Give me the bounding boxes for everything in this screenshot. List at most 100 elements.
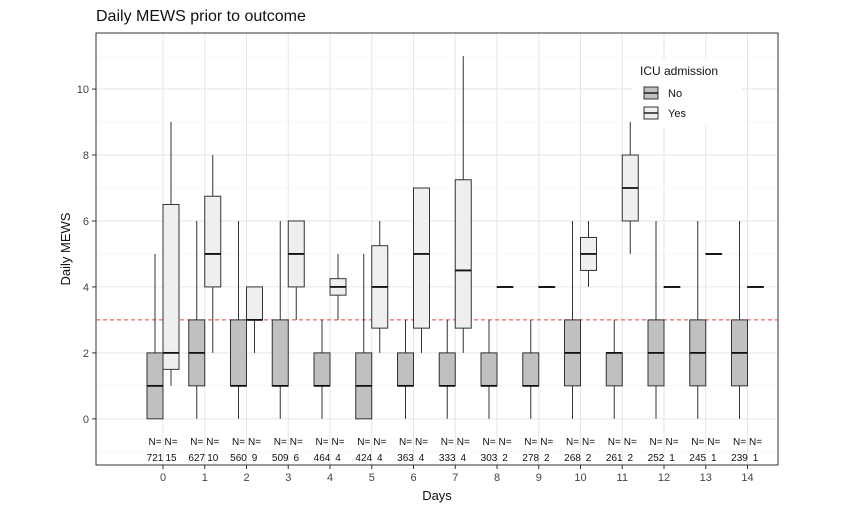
n-count-label: 363 bbox=[397, 453, 414, 464]
y-axis-title: Daily MEWS bbox=[58, 212, 73, 285]
n-count-label: 6 bbox=[293, 453, 299, 464]
n-count-label: 464 bbox=[314, 453, 331, 464]
n-count-label: 278 bbox=[522, 453, 539, 464]
y-tick-label: 10 bbox=[77, 84, 89, 96]
x-tick-label: 8 bbox=[494, 472, 500, 484]
n-count-label: 4 bbox=[377, 453, 383, 464]
legend-label-no: No bbox=[668, 88, 682, 100]
box-yes-day-13 bbox=[705, 253, 723, 255]
n-count-label: 239 bbox=[731, 453, 748, 464]
n-count-label: 252 bbox=[648, 453, 665, 464]
n-count-label: 15 bbox=[165, 453, 177, 464]
n-prefix-label: N= bbox=[691, 437, 704, 448]
y-tick-label: 8 bbox=[83, 150, 89, 162]
box-no-day-12 bbox=[647, 220, 665, 419]
n-prefix-label: N= bbox=[649, 437, 662, 448]
n-prefix-label: N= bbox=[164, 437, 177, 448]
y-tick-label: 0 bbox=[83, 414, 89, 426]
x-tick-label: 3 bbox=[285, 472, 291, 484]
box-no-day-7 bbox=[438, 319, 456, 419]
box-body bbox=[313, 352, 331, 387]
n-prefix-label: N= bbox=[248, 437, 261, 448]
n-count-label: 9 bbox=[252, 453, 258, 464]
n-prefix-label: N= bbox=[582, 437, 595, 448]
n-count-label: 1 bbox=[753, 453, 759, 464]
x-tick-label: 5 bbox=[369, 472, 375, 484]
n-prefix-label: N= bbox=[524, 437, 537, 448]
box-yes-day-5 bbox=[371, 220, 389, 353]
legend-title: ICU admission bbox=[640, 64, 718, 78]
box-yes-day-12 bbox=[663, 286, 681, 288]
box-no-day-9 bbox=[522, 319, 540, 419]
box-yes-day-11 bbox=[621, 122, 639, 254]
chart-title: Daily MEWS prior to outcome bbox=[96, 8, 306, 25]
n-count-label: 268 bbox=[564, 453, 581, 464]
box-yes-day-14 bbox=[747, 286, 764, 288]
y-tick-label: 6 bbox=[83, 216, 89, 228]
n-count-label: 721 bbox=[147, 453, 164, 464]
box-yes-day-1 bbox=[204, 155, 222, 353]
box-body bbox=[480, 352, 498, 387]
y-tick-label: 4 bbox=[83, 282, 89, 294]
box-yes-day-10 bbox=[580, 220, 597, 287]
x-tick-label: 12 bbox=[658, 472, 670, 484]
n-count-label: 4 bbox=[460, 453, 466, 464]
n-prefix-label: N= bbox=[206, 437, 219, 448]
x-tick-label: 13 bbox=[700, 472, 712, 484]
box-body bbox=[522, 352, 540, 387]
box-yes-day-0 bbox=[162, 122, 180, 386]
n-count-label: 333 bbox=[439, 453, 456, 464]
legend-label-yes: Yes bbox=[668, 108, 686, 120]
n-count-label: 1 bbox=[711, 453, 717, 464]
n-count-label: 245 bbox=[689, 453, 706, 464]
box-body bbox=[397, 352, 414, 387]
box-body bbox=[413, 187, 430, 329]
n-count-label: 2 bbox=[502, 453, 508, 464]
box-yes-day-2 bbox=[246, 286, 263, 353]
n-count-label: 560 bbox=[230, 453, 247, 464]
n-prefix-label: N= bbox=[232, 437, 245, 448]
n-prefix-label: N= bbox=[482, 437, 495, 448]
n-prefix-label: N= bbox=[733, 437, 746, 448]
box-body bbox=[246, 286, 263, 321]
n-count-label: 303 bbox=[481, 453, 498, 464]
x-tick-label: 14 bbox=[741, 472, 753, 484]
box-body bbox=[605, 352, 623, 387]
box-yes-day-9 bbox=[538, 286, 556, 288]
box-body bbox=[271, 319, 289, 387]
box-no-day-13 bbox=[689, 220, 707, 419]
box-no-day-0 bbox=[146, 253, 164, 420]
box-body bbox=[162, 203, 180, 370]
n-prefix-label: N= bbox=[290, 437, 303, 448]
n-prefix-label: N= bbox=[498, 437, 511, 448]
n-prefix-label: N= bbox=[707, 437, 720, 448]
n-count-label: 2 bbox=[586, 453, 592, 464]
n-prefix-label: N= bbox=[373, 437, 386, 448]
n-prefix-label: N= bbox=[148, 437, 161, 448]
box-no-day-8 bbox=[480, 319, 498, 419]
n-prefix-label: N= bbox=[399, 437, 412, 448]
n-count-label: 4 bbox=[335, 453, 341, 464]
x-axis-title: Days bbox=[422, 488, 452, 503]
n-prefix-label: N= bbox=[624, 437, 637, 448]
n-count-label: 627 bbox=[188, 453, 205, 464]
x-tick-label: 7 bbox=[452, 472, 458, 484]
box-yes-day-7 bbox=[454, 56, 472, 353]
legend: ICU admission No Yes bbox=[632, 60, 742, 126]
box-no-day-10 bbox=[564, 220, 581, 419]
n-count-label: 1 bbox=[669, 453, 675, 464]
x-tick-label: 1 bbox=[202, 472, 208, 484]
n-count-label: 10 bbox=[207, 453, 219, 464]
n-count-label: 261 bbox=[606, 453, 623, 464]
box-yes-day-3 bbox=[287, 220, 305, 320]
n-prefix-label: N= bbox=[274, 437, 287, 448]
n-labels-layer: N=721N=627N=560N=509N=464N=424N=363N=333… bbox=[147, 437, 763, 464]
box-no-day-4 bbox=[313, 319, 331, 419]
n-prefix-label: N= bbox=[415, 437, 428, 448]
box-layer bbox=[146, 56, 764, 420]
box-no-day-3 bbox=[271, 220, 289, 419]
box-no-day-2 bbox=[230, 220, 247, 419]
n-count-label: 424 bbox=[355, 453, 372, 464]
n-prefix-label: N= bbox=[749, 437, 762, 448]
n-prefix-label: N= bbox=[540, 437, 553, 448]
